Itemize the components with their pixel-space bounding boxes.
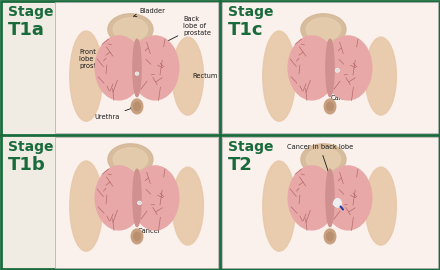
Text: Stage: Stage bbox=[8, 140, 54, 154]
Text: Stage: Stage bbox=[8, 5, 54, 19]
Ellipse shape bbox=[108, 14, 153, 45]
Bar bbox=[222, 2, 438, 133]
Ellipse shape bbox=[131, 99, 143, 114]
Ellipse shape bbox=[338, 200, 341, 202]
Ellipse shape bbox=[334, 199, 341, 207]
Ellipse shape bbox=[131, 166, 179, 230]
Ellipse shape bbox=[136, 73, 138, 75]
Ellipse shape bbox=[324, 36, 372, 100]
Ellipse shape bbox=[326, 39, 334, 97]
Ellipse shape bbox=[288, 166, 336, 230]
Ellipse shape bbox=[333, 203, 336, 205]
Ellipse shape bbox=[134, 102, 140, 110]
Ellipse shape bbox=[336, 69, 338, 72]
Bar bbox=[55, 137, 218, 268]
Ellipse shape bbox=[139, 202, 140, 204]
Ellipse shape bbox=[336, 69, 339, 72]
Ellipse shape bbox=[133, 39, 141, 97]
Ellipse shape bbox=[327, 232, 333, 241]
Ellipse shape bbox=[337, 199, 339, 202]
Ellipse shape bbox=[70, 161, 103, 251]
Text: Cancer: Cancer bbox=[330, 76, 354, 101]
Text: T1b: T1b bbox=[8, 156, 46, 174]
Ellipse shape bbox=[339, 204, 341, 206]
Ellipse shape bbox=[172, 167, 203, 245]
Ellipse shape bbox=[131, 36, 179, 100]
Text: Back
lobe of
prostate: Back lobe of prostate bbox=[158, 16, 211, 46]
Ellipse shape bbox=[301, 144, 346, 175]
Ellipse shape bbox=[263, 161, 296, 251]
Ellipse shape bbox=[306, 18, 341, 41]
Ellipse shape bbox=[131, 229, 143, 244]
Text: Cancer in back lobe: Cancer in back lobe bbox=[287, 144, 353, 195]
Ellipse shape bbox=[324, 166, 372, 230]
Ellipse shape bbox=[337, 205, 339, 207]
Ellipse shape bbox=[133, 169, 141, 227]
Ellipse shape bbox=[138, 201, 141, 204]
Ellipse shape bbox=[301, 14, 346, 45]
Ellipse shape bbox=[113, 148, 148, 171]
Ellipse shape bbox=[134, 232, 140, 241]
Text: T1a: T1a bbox=[8, 21, 45, 39]
Ellipse shape bbox=[335, 200, 337, 202]
Ellipse shape bbox=[335, 204, 337, 206]
Text: Stage: Stage bbox=[228, 5, 274, 19]
Ellipse shape bbox=[70, 31, 103, 121]
Text: Cancer: Cancer bbox=[140, 77, 167, 92]
Ellipse shape bbox=[327, 102, 333, 110]
Ellipse shape bbox=[95, 166, 143, 230]
Text: T2: T2 bbox=[228, 156, 253, 174]
Ellipse shape bbox=[334, 201, 336, 203]
Ellipse shape bbox=[263, 31, 296, 121]
Ellipse shape bbox=[95, 36, 143, 100]
Ellipse shape bbox=[339, 202, 341, 204]
Ellipse shape bbox=[324, 99, 336, 114]
Text: Bladder: Bladder bbox=[133, 8, 165, 17]
Text: Rectum: Rectum bbox=[193, 73, 218, 79]
Text: Cancer: Cancer bbox=[138, 208, 161, 234]
Bar bbox=[55, 2, 218, 133]
Text: Stage: Stage bbox=[228, 140, 274, 154]
Ellipse shape bbox=[113, 18, 148, 41]
Ellipse shape bbox=[306, 148, 341, 171]
Text: Urethra: Urethra bbox=[94, 107, 133, 120]
Ellipse shape bbox=[136, 72, 139, 75]
Ellipse shape bbox=[108, 144, 153, 175]
Ellipse shape bbox=[172, 37, 203, 115]
Ellipse shape bbox=[288, 36, 336, 100]
Ellipse shape bbox=[324, 229, 336, 244]
Text: T1c: T1c bbox=[228, 21, 264, 39]
Ellipse shape bbox=[326, 169, 334, 227]
Bar bbox=[222, 137, 438, 268]
Ellipse shape bbox=[365, 37, 396, 115]
Ellipse shape bbox=[365, 167, 396, 245]
Text: Front
lobe of
prostate: Front lobe of prostate bbox=[79, 49, 115, 69]
